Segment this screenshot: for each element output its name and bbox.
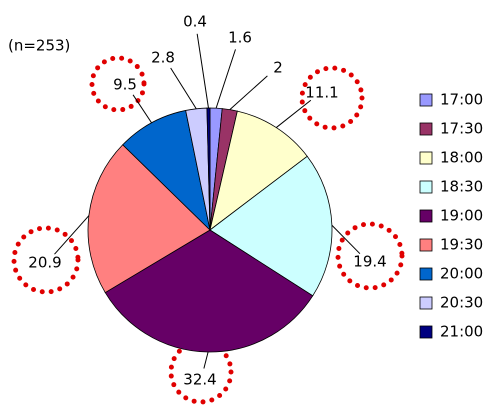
data-label: 11.1 (305, 84, 338, 102)
highlight-circle (299, 65, 365, 131)
pie-slice (87, 144, 211, 294)
leader-line (215, 49, 236, 109)
leader-line (229, 75, 268, 110)
legend-label: 20:30 (440, 294, 483, 312)
pie-slice (209, 155, 333, 297)
data-label: 2 (273, 59, 283, 77)
leader-line (54, 215, 90, 255)
highlight-circle (168, 339, 234, 405)
data-label: 1.6 (228, 29, 252, 47)
legend-swatch (419, 209, 433, 223)
data-label: 32.4 (183, 371, 216, 389)
leader-line (203, 351, 209, 369)
legend-label: 19:30 (440, 236, 483, 254)
legend-swatch (419, 238, 433, 252)
legend-swatch (419, 122, 433, 136)
legend-label: 21:00 (440, 323, 483, 341)
data-label: 19.4 (353, 253, 386, 271)
data-label: 9.5 (113, 76, 137, 94)
pie-slice (104, 229, 314, 353)
legend-label: 19:00 (440, 207, 483, 225)
data-label: 0.4 (183, 13, 207, 31)
highlight-circle (335, 221, 405, 291)
leader-line (331, 224, 361, 255)
legend-swatch (419, 296, 433, 310)
highlight-circle (11, 225, 81, 295)
legend-swatch (419, 267, 433, 281)
annotation: (n=253) (8, 37, 70, 55)
leader-line (132, 94, 153, 124)
data-label: 20.9 (28, 254, 61, 272)
leader-line (196, 33, 209, 109)
legend-label: 18:00 (440, 149, 483, 167)
leader-line (275, 99, 312, 128)
highlight-circles (11, 55, 405, 405)
legend-label: 17:00 (440, 91, 483, 109)
legend-swatch (419, 180, 433, 194)
highlight-circle (89, 55, 147, 113)
legend-swatch (419, 93, 433, 107)
legend-label: 20:00 (440, 265, 483, 283)
legend-label: 18:30 (440, 178, 483, 196)
legend-swatch (419, 325, 433, 339)
pie-slice (209, 110, 308, 231)
data-label: 2.8 (151, 49, 175, 67)
legend-label: 17:30 (440, 120, 483, 138)
legend-swatch (419, 151, 433, 165)
leader-line (170, 67, 197, 110)
